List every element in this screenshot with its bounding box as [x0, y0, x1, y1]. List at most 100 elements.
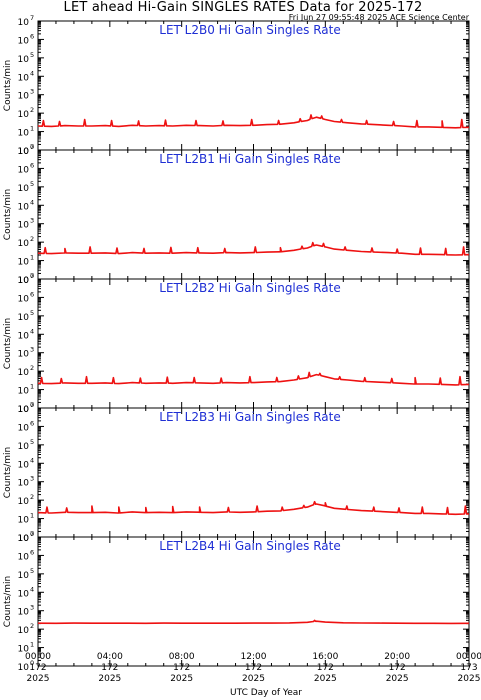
x-tick-time: 00:00: [25, 652, 51, 662]
y-tick-label: 10: [18, 405, 30, 415]
y-tick-label: 10: [18, 147, 30, 157]
y-tick-label: 10: [18, 571, 30, 581]
series-line: [37, 114, 470, 129]
y-tick-exponent: 3: [30, 217, 34, 225]
y-tick-label: 10: [18, 294, 30, 304]
y-tick-label: 10: [18, 350, 30, 360]
y-tick-exponent: 1: [30, 125, 34, 133]
y-tick-exponent: 6: [30, 161, 34, 169]
y-tick-exponent: 3: [30, 475, 34, 483]
y-tick-label: 10: [18, 645, 30, 655]
y-tick-exponent: 5: [30, 567, 34, 575]
y-tick-exponent: 4: [30, 327, 34, 335]
y-tick-exponent: 1: [30, 383, 34, 391]
x-axis-labels: 00:00172202504:00172202508:00172202512:0…: [25, 652, 481, 684]
y-tick-exponent: 6: [30, 290, 34, 298]
panel-title: LET L2B3 Hi Gain Singles Rate: [159, 410, 340, 424]
x-tick-year: 2025: [386, 674, 409, 684]
y-tick-exponent: 7: [30, 530, 34, 538]
y-tick-exponent: 4: [30, 198, 34, 206]
x-tick-time: 08:00: [169, 652, 195, 662]
y-tick-label: 10: [18, 276, 30, 286]
x-tick-time: 12:00: [241, 652, 267, 662]
y-tick-label: 10: [18, 534, 30, 544]
y-tick-label: 10: [18, 110, 30, 120]
y-tick-label: 10: [18, 552, 30, 562]
y-tick-exponent: 2: [30, 622, 34, 630]
y-tick-label: 10: [18, 405, 30, 415]
y-tick-label: 10: [18, 55, 30, 65]
series-line: [37, 500, 470, 516]
y-tick-exponent: 5: [30, 51, 34, 59]
x-tick-day: 172: [173, 663, 190, 673]
panel-frame: [37, 278, 470, 409]
y-tick-exponent: 3: [30, 604, 34, 612]
y-tick-exponent: 7: [30, 272, 34, 280]
y-tick-exponent: 2: [30, 235, 34, 243]
y-tick-label: 10: [18, 165, 30, 175]
y-tick-exponent: 1: [30, 254, 34, 262]
x-tick-day: 172: [317, 663, 334, 673]
x-tick-year: 2025: [314, 674, 337, 684]
y-tick-exponent: 4: [30, 69, 34, 77]
y-tick-label: 10: [18, 497, 30, 507]
y-tick-label: 10: [18, 608, 30, 618]
y-tick-exponent: 4: [30, 456, 34, 464]
y-tick-label: 10: [18, 516, 30, 526]
y-tick-exponent: 7: [30, 143, 34, 151]
y-tick-exponent: 3: [30, 88, 34, 96]
chart-title: LET ahead Hi-Gain SINGLES RATES Data for…: [64, 0, 423, 15]
y-tick-exponent: 5: [30, 309, 34, 317]
y-tick-label: 10: [18, 147, 30, 157]
y-axis-label: Counts/min: [3, 318, 13, 369]
y-tick-exponent: 4: [30, 585, 34, 593]
y-tick-label: 10: [18, 626, 30, 636]
y-tick-exponent: 0: [30, 143, 34, 151]
panel-frame: [37, 407, 470, 538]
y-tick-label: 10: [18, 73, 30, 83]
y-tick-label: 10: [18, 129, 30, 139]
y-tick-label: 10: [18, 239, 30, 249]
y-tick-label: 10: [18, 258, 30, 268]
x-tick-day: 173: [460, 663, 477, 673]
x-tick-day: 172: [101, 663, 118, 673]
x-tick-time: 00:00: [456, 652, 481, 662]
y-tick-label: 10: [18, 423, 30, 433]
x-tick-time: 20:00: [384, 652, 410, 662]
generation-timestamp: Fri Jun 27 09:55:48 2025 ACE Science Cen…: [289, 13, 470, 22]
panel-title: LET L2B2 Hi Gain Singles Rate: [159, 281, 340, 295]
y-tick-exponent: 2: [30, 106, 34, 114]
y-tick-label: 10: [18, 221, 30, 231]
y-tick-label: 10: [18, 479, 30, 489]
y-tick-exponent: 1: [30, 512, 34, 520]
x-tick-year: 2025: [27, 674, 50, 684]
y-tick-exponent: 0: [30, 530, 34, 538]
y-tick-label: 10: [18, 276, 30, 286]
y-tick-exponent: 2: [30, 364, 34, 372]
y-tick-label: 10: [18, 368, 30, 378]
y-tick-exponent: 5: [30, 438, 34, 446]
y-tick-label: 10: [18, 460, 30, 470]
y-tick-label: 10: [18, 589, 30, 599]
y-tick-exponent: 1: [30, 641, 34, 649]
y-tick-label: 10: [18, 331, 30, 341]
y-tick-exponent: 6: [30, 548, 34, 556]
panel-frame: [37, 149, 470, 280]
panel-title: LET L2B0 Hi Gain Singles Rate: [159, 23, 340, 37]
y-tick-label: 10: [18, 184, 30, 194]
x-axis-label: UTC Day of Year: [230, 688, 302, 698]
y-tick-label: 10: [18, 313, 30, 323]
y-tick-exponent: 6: [30, 419, 34, 427]
y-tick-label: 10: [18, 92, 30, 102]
